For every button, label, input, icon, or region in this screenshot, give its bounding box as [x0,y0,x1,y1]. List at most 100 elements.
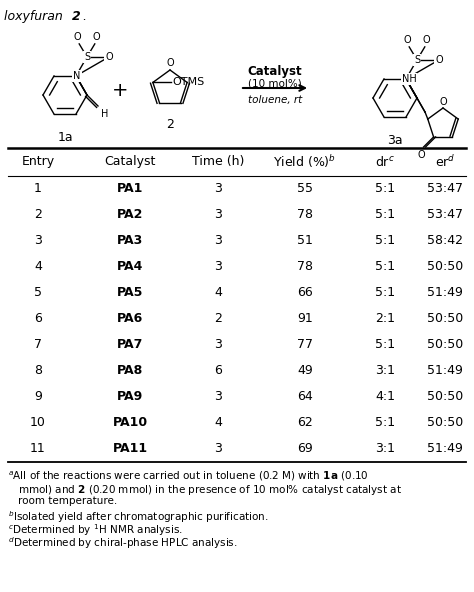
Text: 77: 77 [297,339,313,352]
Text: 5:1: 5:1 [375,208,395,221]
Text: PA6: PA6 [117,313,143,326]
Text: 50:50: 50:50 [427,313,463,326]
Text: PA5: PA5 [117,287,143,300]
Text: 2: 2 [72,10,81,23]
Text: 3:1: 3:1 [375,442,395,455]
Text: 3: 3 [214,260,222,274]
Text: $^b$Isolated yield after chromatographic purification.: $^b$Isolated yield after chromatographic… [8,509,269,525]
Text: 6: 6 [34,313,42,326]
Text: 1: 1 [34,182,42,195]
Text: toluene, rt: toluene, rt [248,95,302,105]
Text: 3:1: 3:1 [375,365,395,378]
Text: $^d$Determined by chiral-phase HPLC analysis.: $^d$Determined by chiral-phase HPLC anal… [8,535,237,551]
Text: O: O [403,35,411,45]
Text: 3: 3 [214,234,222,247]
Text: 5:1: 5:1 [375,339,395,352]
Text: 3: 3 [214,182,222,195]
Text: room temperature.: room temperature. [18,496,117,506]
Text: 62: 62 [297,417,313,430]
Text: 4: 4 [34,260,42,274]
Text: 78: 78 [297,260,313,274]
Text: 51:49: 51:49 [427,365,463,378]
Text: 8: 8 [34,365,42,378]
Text: 4:1: 4:1 [375,391,395,404]
Text: PA10: PA10 [112,417,147,430]
Text: 5:1: 5:1 [375,234,395,247]
Text: 2: 2 [34,208,42,221]
Text: 5: 5 [34,287,42,300]
Text: O: O [166,58,174,68]
Text: PA4: PA4 [117,260,143,274]
Text: O: O [423,35,430,45]
Text: O: O [439,97,447,107]
Text: 10: 10 [30,417,46,430]
Text: 66: 66 [297,287,313,300]
Text: 50:50: 50:50 [427,260,463,274]
Text: $^c$Determined by $^1$H NMR analysis.: $^c$Determined by $^1$H NMR analysis. [8,522,183,538]
Text: 1a: 1a [57,131,73,144]
Text: 5:1: 5:1 [375,287,395,300]
Text: PA9: PA9 [117,391,143,404]
Text: 64: 64 [297,391,313,404]
Text: PA8: PA8 [117,365,143,378]
Text: NH: NH [401,74,416,84]
Text: 2:1: 2:1 [375,313,395,326]
Text: 55: 55 [297,182,313,195]
Text: 4: 4 [214,417,222,430]
Text: 5:1: 5:1 [375,417,395,430]
Text: 2: 2 [166,118,174,131]
Text: 6: 6 [214,365,222,378]
Text: O: O [418,150,425,160]
Text: 51: 51 [297,234,313,247]
Text: Catalyst: Catalyst [248,66,302,79]
Text: S: S [84,52,90,62]
Text: 49: 49 [297,365,313,378]
Text: 3: 3 [214,339,222,352]
Text: er$^d$: er$^d$ [435,154,455,170]
Text: 11: 11 [30,442,46,455]
Text: H: H [101,109,109,119]
Text: dr$^c$: dr$^c$ [375,155,395,169]
Text: Entry: Entry [21,156,55,169]
Text: 3a: 3a [387,134,403,147]
Text: 50:50: 50:50 [427,339,463,352]
Text: (10 mol%): (10 mol%) [248,79,302,89]
Text: PA7: PA7 [117,339,143,352]
Text: 9: 9 [34,391,42,404]
Text: O: O [73,32,81,42]
Text: 91: 91 [297,313,313,326]
Text: 2: 2 [214,313,222,326]
Text: 5:1: 5:1 [375,182,395,195]
Text: 3: 3 [214,208,222,221]
Text: $^a$All of the reactions were carried out in toluene (0.2 M) with $\mathbf{1a}$ : $^a$All of the reactions were carried ou… [8,470,369,484]
Text: PA2: PA2 [117,208,143,221]
Text: 53:47: 53:47 [427,208,463,221]
Text: 3: 3 [34,234,42,247]
Text: .: . [82,10,86,23]
Text: 3: 3 [214,391,222,404]
Text: 51:49: 51:49 [427,442,463,455]
Text: PA11: PA11 [112,442,147,455]
Text: O: O [105,52,113,62]
Text: PA1: PA1 [117,182,143,195]
Text: 78: 78 [297,208,313,221]
Text: Yield (%)$^b$: Yield (%)$^b$ [273,153,337,170]
Text: Catalyst: Catalyst [104,156,155,169]
Text: +: + [112,81,128,99]
Text: mmol) and $\mathbf{2}$ (0.20 mmol) in the presence of 10 mol% catalyst catalyst : mmol) and $\mathbf{2}$ (0.20 mmol) in th… [18,483,402,497]
Text: N: N [73,71,81,81]
Text: 3: 3 [214,442,222,455]
Text: loxyfuran: loxyfuran [4,10,67,23]
Text: 58:42: 58:42 [427,234,463,247]
Text: O: O [435,55,443,65]
Text: 50:50: 50:50 [427,391,463,404]
Text: 53:47: 53:47 [427,182,463,195]
Text: 4: 4 [214,287,222,300]
Text: 7: 7 [34,339,42,352]
Text: PA3: PA3 [117,234,143,247]
Text: 50:50: 50:50 [427,417,463,430]
Text: OTMS: OTMS [172,78,204,88]
Text: S: S [414,55,420,65]
Text: O: O [93,32,100,42]
Text: 69: 69 [297,442,313,455]
